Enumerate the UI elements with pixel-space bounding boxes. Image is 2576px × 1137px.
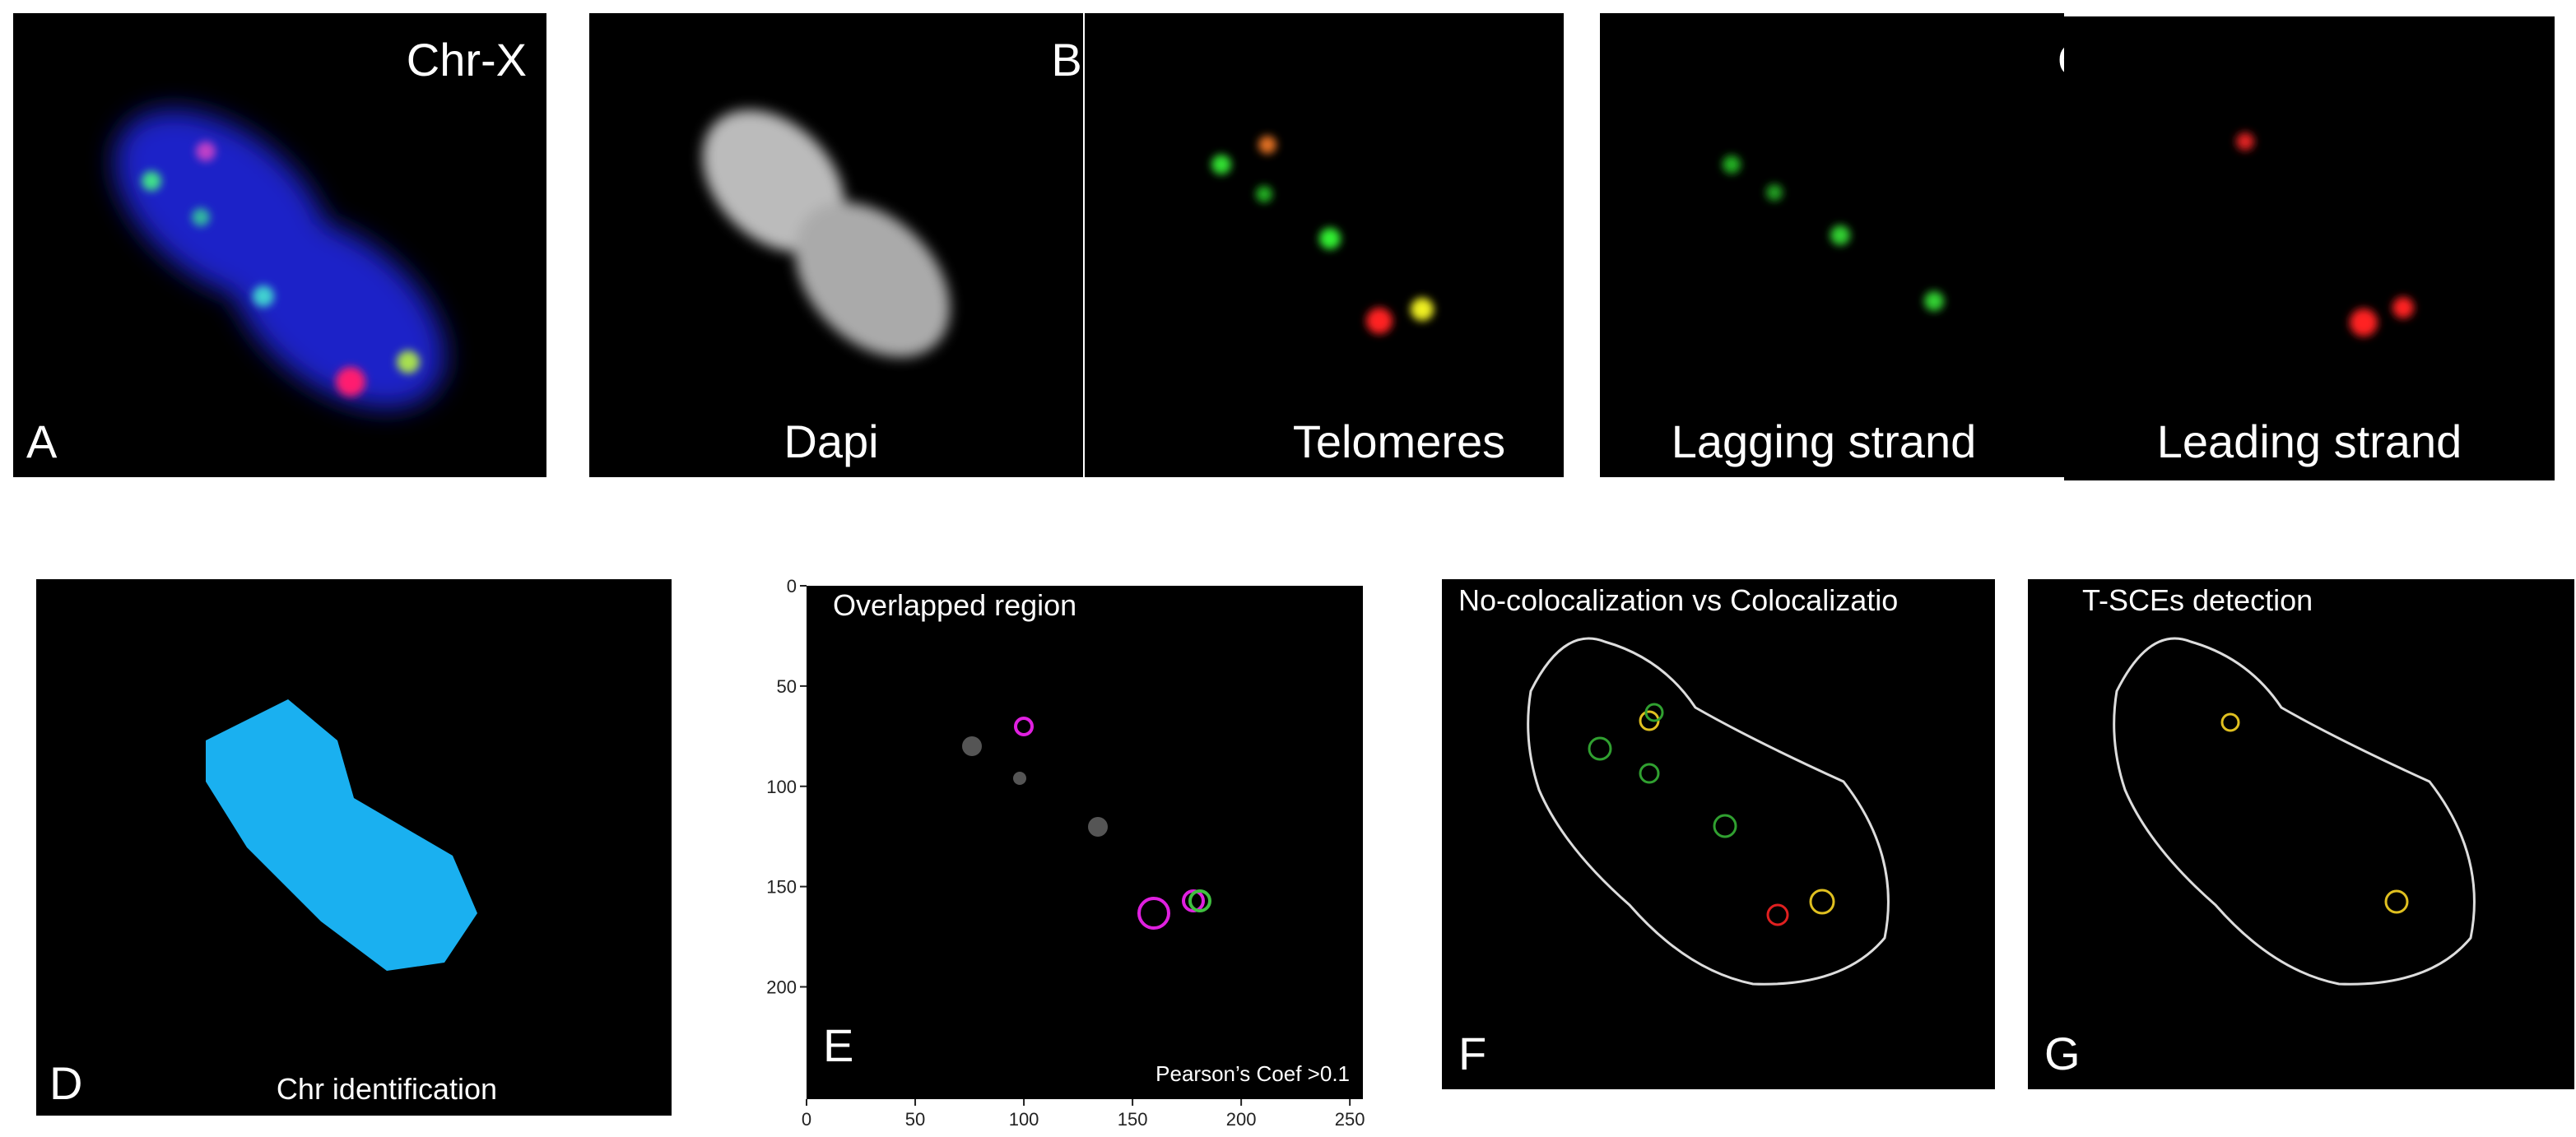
y-tick-label: 0 xyxy=(787,576,797,596)
panel-letter: F xyxy=(1458,1028,1486,1079)
spot-circles xyxy=(1588,703,1835,926)
spots-a xyxy=(142,142,420,397)
chromosome-outline xyxy=(1527,637,1890,986)
panel-caption: Leading strand xyxy=(2157,415,2462,467)
tsce-circles xyxy=(2220,712,2409,914)
panel-title: Chr-X xyxy=(407,34,527,86)
x-tick-label: 200 xyxy=(1226,1109,1257,1130)
panel-caption: Dapi xyxy=(783,415,878,467)
y-tick-label: 100 xyxy=(766,777,797,797)
x-tick-label: 0 xyxy=(802,1109,811,1130)
panel-letter: B xyxy=(1051,34,1081,86)
y-tick-label: 200 xyxy=(766,977,797,998)
panel-caption: Telomeres xyxy=(1293,415,1505,467)
panel-leading xyxy=(2064,16,2555,480)
axes: 0 50 100 150 200 250 0 50 100 150 200 xyxy=(766,576,1365,1130)
spots-telomeres xyxy=(1211,136,1434,334)
y-tick-label: 150 xyxy=(766,877,797,898)
panel-letter: G xyxy=(2044,1028,2081,1079)
panel-c xyxy=(1600,13,2064,477)
x-tick-label: 150 xyxy=(1118,1109,1148,1130)
spots-lagging xyxy=(1723,155,1944,311)
panel-title: T-SCEs detection xyxy=(2082,583,2313,617)
panel-letter: E xyxy=(823,1019,853,1071)
panel-note: Pearson’s Coef >0.1 xyxy=(1155,1061,1350,1086)
chromosome-dapi xyxy=(702,109,951,358)
panel-title: Overlapped region xyxy=(833,588,1076,622)
spots-leading xyxy=(2236,132,2414,336)
panel-letter: D xyxy=(49,1057,82,1109)
panel-caption: Chr identification xyxy=(277,1072,497,1106)
x-tick-label: 100 xyxy=(1009,1109,1039,1130)
chromosome-outline xyxy=(2113,637,2476,986)
panel-title: No-colocalization vs Colocalizatio xyxy=(1458,583,1898,617)
chromosome-blue xyxy=(114,109,445,409)
overlap-marks xyxy=(962,717,1211,930)
panel-e-plot xyxy=(807,586,1363,1099)
chromosome-mask xyxy=(206,699,477,971)
panel-letter: A xyxy=(26,415,58,467)
y-tick-label: 50 xyxy=(777,676,797,697)
x-tick-label: 50 xyxy=(905,1109,925,1130)
panel-g xyxy=(2028,579,2574,1089)
panel-caption: Lagging strand xyxy=(1672,415,1977,467)
x-tick-label: 250 xyxy=(1335,1109,1365,1130)
